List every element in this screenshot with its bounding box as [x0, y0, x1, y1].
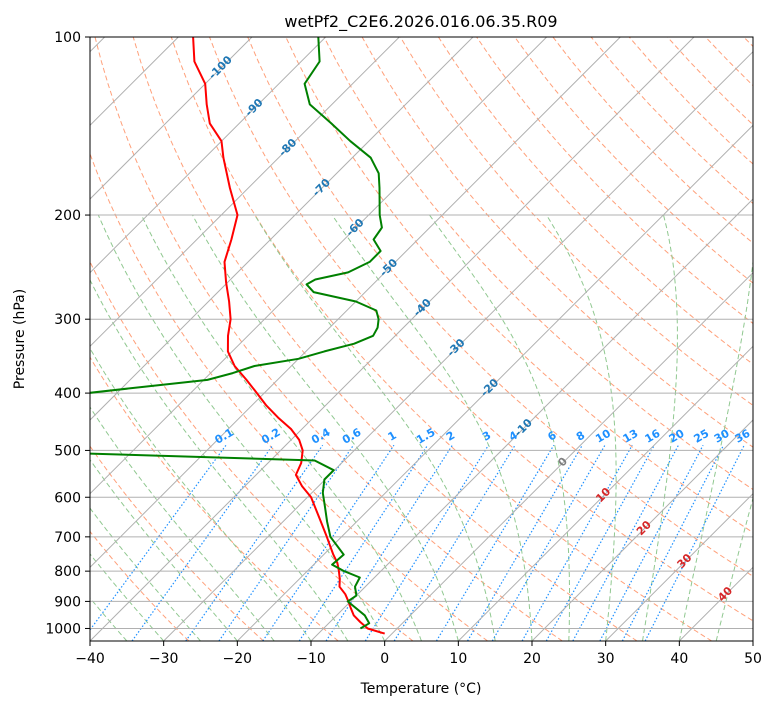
- moist-adiabat-line: [678, 258, 753, 641]
- isotherm-line: [457, 345, 753, 641]
- moist-adiabat-line: [90, 347, 312, 641]
- isotherm-line: [90, 37, 548, 495]
- y-axis-label: Pressure (hPa): [12, 289, 28, 389]
- mixing-ratio-line: [262, 444, 395, 641]
- y-axis: 100 200 300 400 500 600 700 800 900 1000: [45, 30, 90, 637]
- isotherm-line: [310, 198, 753, 641]
- profiles: [90, 37, 385, 635]
- plot-frame: [89, 36, 754, 642]
- x-tick-label: 20: [523, 651, 541, 667]
- mixing-ratio-line: [466, 444, 583, 641]
- y-tick-label: 500: [54, 443, 81, 459]
- x-tick-label: 50: [744, 651, 762, 667]
- dry-adiabat-line: [90, 445, 264, 641]
- y-tick-label: 700: [54, 530, 81, 546]
- y-tick-label: 900: [54, 594, 81, 610]
- dry-adiabat-line: [323, 37, 753, 491]
- moist-adiabat-line: [90, 278, 349, 641]
- isotherm-line: [384, 271, 753, 641]
- moist-adiabat-line: [90, 597, 128, 641]
- x-tick-label: −40: [75, 651, 105, 667]
- mixing-ratio-line: [185, 444, 324, 641]
- y-tick-label: 100: [54, 30, 81, 46]
- dry-adiabat-line: [132, 37, 638, 641]
- dry-adiabat-line: [90, 530, 190, 641]
- mixing-ratio-line: [298, 444, 429, 641]
- moist-adiabat-line: [97, 214, 386, 641]
- dry-adiabat-line: [90, 356, 339, 641]
- y-tick-label: 600: [54, 490, 81, 506]
- dry-adiabat-line: [437, 37, 753, 365]
- mixing-ratio-line: [521, 444, 633, 641]
- moist-adiabat-line: [90, 458, 238, 641]
- moist-adiabat-line: [715, 496, 753, 641]
- x-tick-label: 30: [597, 651, 615, 667]
- temperature-line: [192, 37, 385, 635]
- isotherm-line: [90, 37, 474, 421]
- x-tick-label: −10: [296, 651, 326, 667]
- x-tick-label: 10: [449, 651, 467, 667]
- x-tick-label: −20: [223, 651, 253, 667]
- dry-adiabat-line: [514, 37, 753, 284]
- moist-adiabat-line: [90, 406, 275, 641]
- isotherm-line: [90, 37, 400, 348]
- moist-adiabat-line: [642, 214, 678, 641]
- y-tick-label: 400: [54, 386, 81, 402]
- isotherm-line: [90, 37, 327, 274]
- mixing-ratio-line: [545, 444, 655, 641]
- moist-adiabat-line: [90, 507, 201, 641]
- dry-adiabat-line: [247, 37, 753, 577]
- x-tick-label: −30: [149, 651, 179, 667]
- moist-adiabat-line: [90, 553, 165, 641]
- pressure-gridlines: [90, 37, 753, 629]
- x-tick-label: 40: [670, 651, 688, 667]
- isotherm-line: [90, 37, 695, 641]
- y-tick-label: 300: [54, 312, 81, 328]
- y-tick-label: 800: [54, 564, 81, 580]
- y-tick-label: 200: [54, 208, 81, 224]
- mixing-ratio-line: [325, 444, 453, 641]
- mixing-ratio-line: [131, 444, 274, 641]
- mixing-ratio-lines: [90, 444, 745, 641]
- isotherm-line: [236, 124, 753, 641]
- x-tick-label: 0: [380, 651, 389, 667]
- moist-adiabat-line: [254, 214, 496, 641]
- mixing-ratio-line: [364, 444, 489, 641]
- dry-adiabat-line: [90, 152, 488, 641]
- mixing-ratio-line: [435, 444, 555, 641]
- chart-title: wetPf2_C2E6.2026.016.06.35.R09: [284, 12, 557, 32]
- moist-adiabat-line: [546, 214, 617, 641]
- isotherm-line: [531, 419, 753, 641]
- x-axis-label: Temperature (°C): [360, 681, 482, 697]
- isotherm-line: [163, 50, 753, 641]
- dry-adiabat-line: [399, 37, 753, 407]
- mixing-ratio-line: [491, 444, 606, 641]
- dry-adiabat-line: [209, 37, 753, 622]
- isotherm-line: [90, 37, 621, 569]
- isotherm-line: [90, 37, 253, 200]
- y-tick-label: 1000: [45, 621, 81, 637]
- mixing-ratio-line: [644, 444, 745, 641]
- moist-adiabat-line: [140, 214, 422, 641]
- dewpoint-line: [90, 37, 383, 630]
- moist-adiabat-line: [192, 214, 459, 641]
- dry-adiabat-line: [94, 37, 563, 641]
- moist-adiabats: [90, 214, 753, 641]
- isotherm-line: [605, 492, 753, 641]
- dry-adiabat-line: [170, 37, 712, 641]
- isotherms: [90, 37, 753, 641]
- mixing-ratio-line: [218, 444, 354, 641]
- x-axis: −40 −30 −20 −10 0 10 20 30 40 50: [75, 641, 762, 667]
